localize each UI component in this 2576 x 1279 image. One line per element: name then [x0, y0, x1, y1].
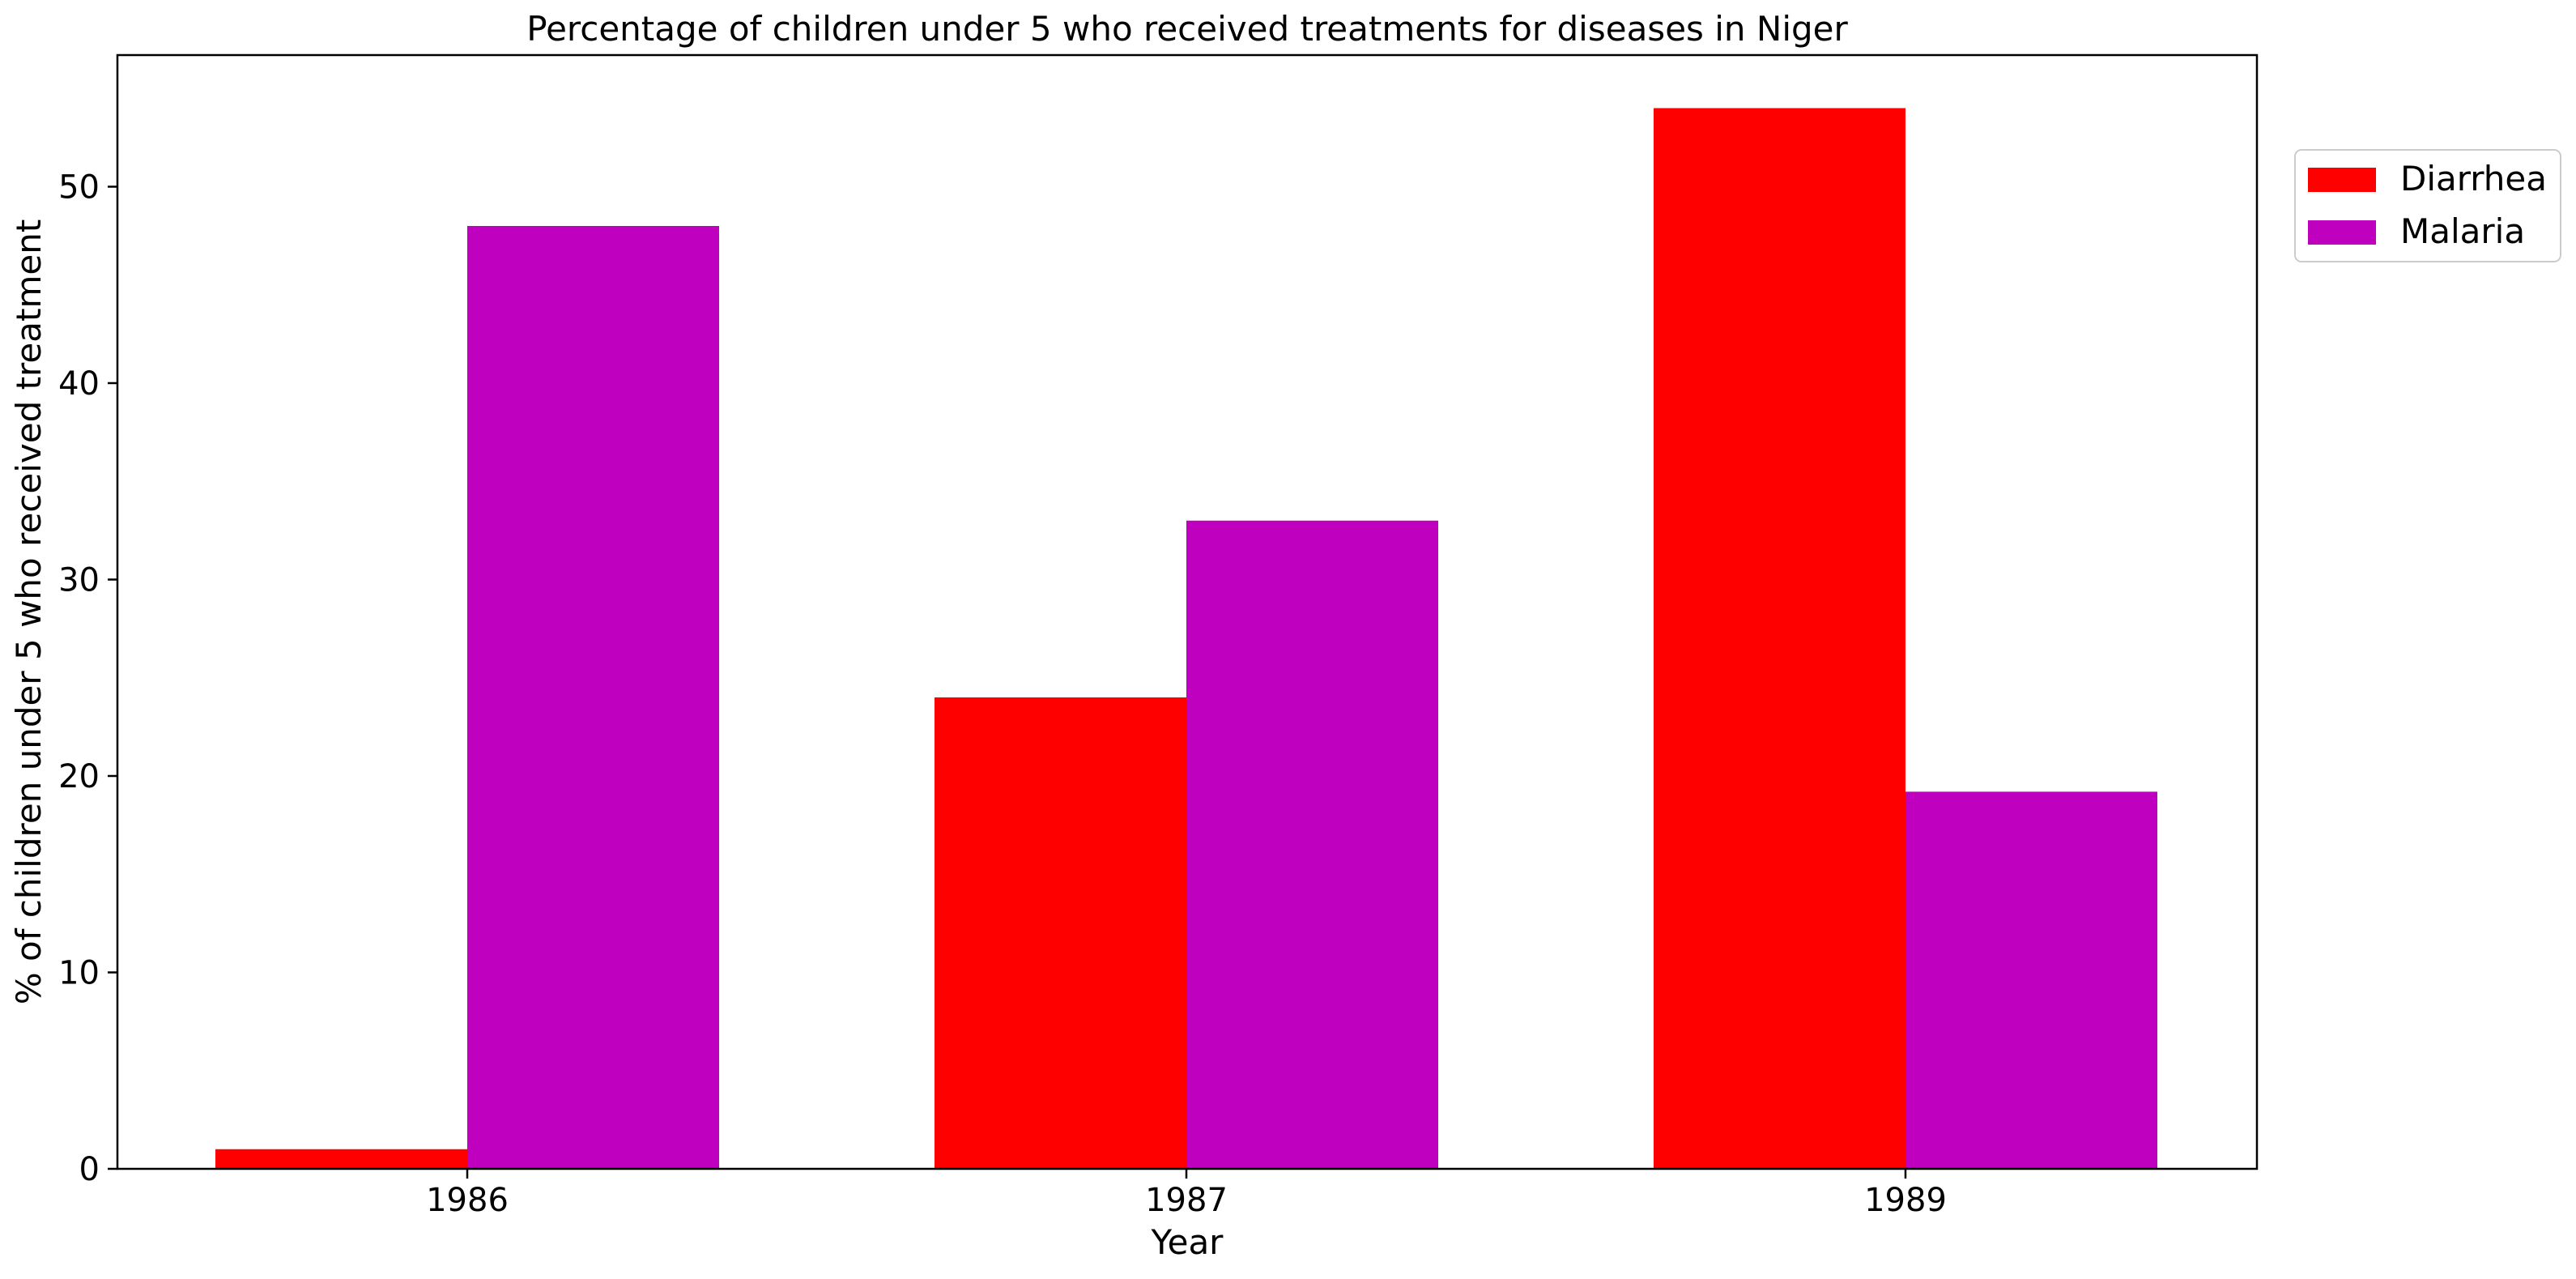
chart-title: Percentage of children under 5 who recei… — [526, 9, 1848, 49]
y-tick-label: 40 — [58, 365, 100, 403]
x-axis-label: Year — [1151, 1222, 1224, 1262]
y-tick-label: 10 — [58, 954, 100, 991]
bar-diarrhea-1986 — [215, 1149, 467, 1169]
legend-label-diarrhea: Diarrhea — [2400, 159, 2547, 198]
y-tick-label: 30 — [58, 561, 100, 599]
x-tick-label: 1987 — [1145, 1182, 1228, 1219]
bar-malaria-1986 — [467, 225, 719, 1170]
y-tick-label: 0 — [79, 1151, 100, 1188]
x-tick-label: 1986 — [426, 1182, 509, 1219]
bar-diarrhea-1989 — [1654, 108, 1905, 1169]
x-tick-label: 1989 — [1864, 1182, 1947, 1219]
bar-malaria-1987 — [1186, 520, 1438, 1169]
legend-swatch-diarrhea — [2308, 168, 2376, 192]
bars-group — [215, 108, 2157, 1170]
legend: Diarrhea Malaria — [2294, 149, 2561, 262]
bar-diarrhea-1987 — [935, 697, 1186, 1169]
x-axis-ticks: 1986 1987 1989 — [426, 1169, 1947, 1219]
y-axis-ticks: 0 10 20 30 40 50 — [58, 168, 117, 1188]
y-axis-label: % of children under 5 who received treat… — [9, 220, 49, 1005]
bar-malaria-1989 — [1905, 791, 2157, 1169]
y-tick-label: 20 — [58, 758, 100, 795]
y-tick-label: 50 — [58, 168, 100, 206]
legend-swatch-malaria — [2308, 220, 2376, 245]
legend-label-malaria: Malaria — [2400, 211, 2525, 251]
